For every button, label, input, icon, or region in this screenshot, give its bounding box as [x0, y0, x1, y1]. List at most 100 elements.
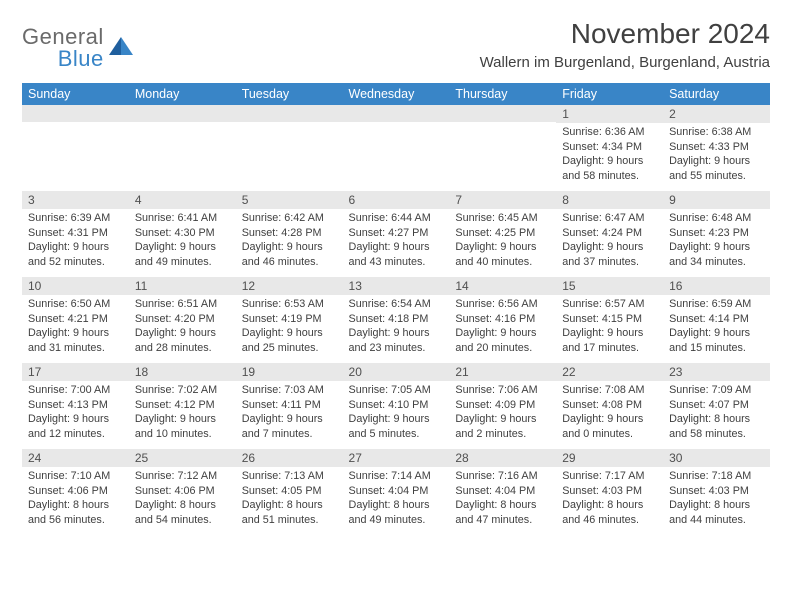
calendar-week-row: 24Sunrise: 7:10 AMSunset: 4:06 PMDayligh…: [22, 449, 770, 535]
day-body: Sunrise: 7:10 AMSunset: 4:06 PMDaylight:…: [22, 467, 129, 531]
calendar-cell: 11Sunrise: 6:51 AMSunset: 4:20 PMDayligh…: [129, 277, 236, 363]
day-number: 3: [22, 191, 129, 209]
empty-day-header: [129, 105, 236, 122]
calendar-cell: 1Sunrise: 6:36 AMSunset: 4:34 PMDaylight…: [556, 105, 663, 191]
location: Wallern im Burgenland, Burgenland, Austr…: [480, 54, 770, 71]
empty-day-header: [22, 105, 129, 122]
logo-triangle-icon: [108, 34, 134, 56]
day-body: Sunrise: 6:48 AMSunset: 4:23 PMDaylight:…: [663, 209, 770, 273]
day-body: Sunrise: 7:16 AMSunset: 4:04 PMDaylight:…: [449, 467, 556, 531]
calendar-week-row: 3Sunrise: 6:39 AMSunset: 4:31 PMDaylight…: [22, 191, 770, 277]
calendar-cell: 13Sunrise: 6:54 AMSunset: 4:18 PMDayligh…: [343, 277, 450, 363]
col-fri: Friday: [556, 83, 663, 105]
col-sat: Saturday: [663, 83, 770, 105]
day-body: Sunrise: 6:53 AMSunset: 4:19 PMDaylight:…: [236, 295, 343, 359]
calendar-cell: 15Sunrise: 6:57 AMSunset: 4:15 PMDayligh…: [556, 277, 663, 363]
calendar-cell: 30Sunrise: 7:18 AMSunset: 4:03 PMDayligh…: [663, 449, 770, 535]
day-body: Sunrise: 6:47 AMSunset: 4:24 PMDaylight:…: [556, 209, 663, 273]
logo: General Blue: [22, 18, 134, 72]
day-number: 16: [663, 277, 770, 295]
col-mon: Monday: [129, 83, 236, 105]
day-number: 21: [449, 363, 556, 381]
calendar-cell: 10Sunrise: 6:50 AMSunset: 4:21 PMDayligh…: [22, 277, 129, 363]
day-body: Sunrise: 6:36 AMSunset: 4:34 PMDaylight:…: [556, 123, 663, 187]
day-number: 27: [343, 449, 450, 467]
calendar-cell: [129, 105, 236, 191]
calendar-cell: 21Sunrise: 7:06 AMSunset: 4:09 PMDayligh…: [449, 363, 556, 449]
day-number: 1: [556, 105, 663, 123]
day-body: Sunrise: 6:42 AMSunset: 4:28 PMDaylight:…: [236, 209, 343, 273]
day-number: 14: [449, 277, 556, 295]
calendar-cell: 19Sunrise: 7:03 AMSunset: 4:11 PMDayligh…: [236, 363, 343, 449]
day-number: 8: [556, 191, 663, 209]
day-body: Sunrise: 7:06 AMSunset: 4:09 PMDaylight:…: [449, 381, 556, 445]
calendar-cell: 18Sunrise: 7:02 AMSunset: 4:12 PMDayligh…: [129, 363, 236, 449]
day-body: Sunrise: 7:18 AMSunset: 4:03 PMDaylight:…: [663, 467, 770, 531]
day-number: 29: [556, 449, 663, 467]
day-number: 20: [343, 363, 450, 381]
calendar-cell: 3Sunrise: 6:39 AMSunset: 4:31 PMDaylight…: [22, 191, 129, 277]
calendar-cell: 4Sunrise: 6:41 AMSunset: 4:30 PMDaylight…: [129, 191, 236, 277]
col-wed: Wednesday: [343, 83, 450, 105]
day-body: Sunrise: 7:14 AMSunset: 4:04 PMDaylight:…: [343, 467, 450, 531]
day-number: 17: [22, 363, 129, 381]
empty-day-header: [236, 105, 343, 122]
day-body: Sunrise: 7:17 AMSunset: 4:03 PMDaylight:…: [556, 467, 663, 531]
day-body: Sunrise: 7:03 AMSunset: 4:11 PMDaylight:…: [236, 381, 343, 445]
calendar-body: 1Sunrise: 6:36 AMSunset: 4:34 PMDaylight…: [22, 105, 770, 535]
day-body: Sunrise: 7:02 AMSunset: 4:12 PMDaylight:…: [129, 381, 236, 445]
calendar-cell: 8Sunrise: 6:47 AMSunset: 4:24 PMDaylight…: [556, 191, 663, 277]
day-body: Sunrise: 6:54 AMSunset: 4:18 PMDaylight:…: [343, 295, 450, 359]
day-body: Sunrise: 6:41 AMSunset: 4:30 PMDaylight:…: [129, 209, 236, 273]
calendar-cell: [236, 105, 343, 191]
day-number: 28: [449, 449, 556, 467]
calendar-cell: 23Sunrise: 7:09 AMSunset: 4:07 PMDayligh…: [663, 363, 770, 449]
day-number: 4: [129, 191, 236, 209]
day-body: Sunrise: 7:12 AMSunset: 4:06 PMDaylight:…: [129, 467, 236, 531]
day-body: Sunrise: 7:09 AMSunset: 4:07 PMDaylight:…: [663, 381, 770, 445]
calendar-cell: 2Sunrise: 6:38 AMSunset: 4:33 PMDaylight…: [663, 105, 770, 191]
month-title: November 2024: [480, 18, 770, 50]
day-body: Sunrise: 6:44 AMSunset: 4:27 PMDaylight:…: [343, 209, 450, 273]
title-block: November 2024 Wallern im Burgenland, Bur…: [480, 18, 770, 75]
day-number: 12: [236, 277, 343, 295]
day-body: Sunrise: 6:57 AMSunset: 4:15 PMDaylight:…: [556, 295, 663, 359]
calendar-cell: [22, 105, 129, 191]
calendar-cell: 16Sunrise: 6:59 AMSunset: 4:14 PMDayligh…: [663, 277, 770, 363]
calendar-cell: 22Sunrise: 7:08 AMSunset: 4:08 PMDayligh…: [556, 363, 663, 449]
day-number: 2: [663, 105, 770, 123]
day-body: Sunrise: 6:50 AMSunset: 4:21 PMDaylight:…: [22, 295, 129, 359]
calendar-cell: [449, 105, 556, 191]
calendar-week-row: 10Sunrise: 6:50 AMSunset: 4:21 PMDayligh…: [22, 277, 770, 363]
day-body: Sunrise: 6:59 AMSunset: 4:14 PMDaylight:…: [663, 295, 770, 359]
calendar-cell: 27Sunrise: 7:14 AMSunset: 4:04 PMDayligh…: [343, 449, 450, 535]
calendar-cell: 20Sunrise: 7:05 AMSunset: 4:10 PMDayligh…: [343, 363, 450, 449]
calendar-cell: 12Sunrise: 6:53 AMSunset: 4:19 PMDayligh…: [236, 277, 343, 363]
day-body: Sunrise: 7:05 AMSunset: 4:10 PMDaylight:…: [343, 381, 450, 445]
day-header-row: Sunday Monday Tuesday Wednesday Thursday…: [22, 83, 770, 105]
col-tue: Tuesday: [236, 83, 343, 105]
day-number: 25: [129, 449, 236, 467]
day-number: 15: [556, 277, 663, 295]
calendar-cell: 17Sunrise: 7:00 AMSunset: 4:13 PMDayligh…: [22, 363, 129, 449]
day-number: 5: [236, 191, 343, 209]
day-number: 11: [129, 277, 236, 295]
day-number: 10: [22, 277, 129, 295]
day-number: 13: [343, 277, 450, 295]
day-number: 18: [129, 363, 236, 381]
day-number: 26: [236, 449, 343, 467]
day-number: 6: [343, 191, 450, 209]
calendar-cell: 24Sunrise: 7:10 AMSunset: 4:06 PMDayligh…: [22, 449, 129, 535]
header: General Blue November 2024 Wallern im Bu…: [22, 18, 770, 75]
calendar-cell: 25Sunrise: 7:12 AMSunset: 4:06 PMDayligh…: [129, 449, 236, 535]
calendar-table: Sunday Monday Tuesday Wednesday Thursday…: [22, 83, 770, 535]
day-body: Sunrise: 6:56 AMSunset: 4:16 PMDaylight:…: [449, 295, 556, 359]
day-number: 19: [236, 363, 343, 381]
calendar-cell: 7Sunrise: 6:45 AMSunset: 4:25 PMDaylight…: [449, 191, 556, 277]
day-body: Sunrise: 7:13 AMSunset: 4:05 PMDaylight:…: [236, 467, 343, 531]
day-body: Sunrise: 6:51 AMSunset: 4:20 PMDaylight:…: [129, 295, 236, 359]
calendar-week-row: 1Sunrise: 6:36 AMSunset: 4:34 PMDaylight…: [22, 105, 770, 191]
day-body: Sunrise: 6:38 AMSunset: 4:33 PMDaylight:…: [663, 123, 770, 187]
calendar-cell: 5Sunrise: 6:42 AMSunset: 4:28 PMDaylight…: [236, 191, 343, 277]
day-number: 22: [556, 363, 663, 381]
